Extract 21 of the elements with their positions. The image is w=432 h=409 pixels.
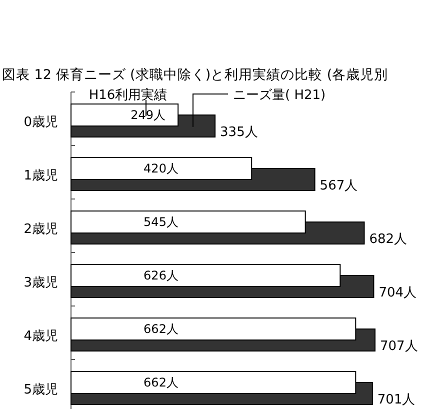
data-label: 704人 xyxy=(378,286,417,300)
y-tick-label: 2歳児 xyxy=(24,222,58,237)
data-label: 335人 xyxy=(220,125,258,140)
data-label: 545人 xyxy=(144,215,178,229)
data-label: 701人 xyxy=(377,392,416,408)
data-label: 626人 xyxy=(144,268,178,282)
chart-title: 図表 12 保育ニーズ (求職中除く)と利用実績の比較 (各歳児別 xyxy=(2,66,388,83)
y-tick-label: 1歳児 xyxy=(24,168,58,184)
data-label: 662人 xyxy=(144,376,178,390)
series-label: ニーズ量( H21) xyxy=(233,88,326,103)
data-label: 707人 xyxy=(380,339,418,354)
data-label: 420人 xyxy=(144,162,178,176)
y-tick-label: 0歳児 xyxy=(24,115,58,130)
data-label: 249人 xyxy=(130,108,166,122)
data-label: 567人 xyxy=(320,178,358,194)
data-label: 682人 xyxy=(369,232,408,247)
data-label: 662人 xyxy=(144,322,178,336)
y-tick-label: 5歳児 xyxy=(24,382,58,398)
y-tick-label: 3歳児 xyxy=(24,276,58,290)
series-label: H16利用実績 xyxy=(88,87,168,103)
y-tick-label: 4歳児 xyxy=(24,329,58,344)
